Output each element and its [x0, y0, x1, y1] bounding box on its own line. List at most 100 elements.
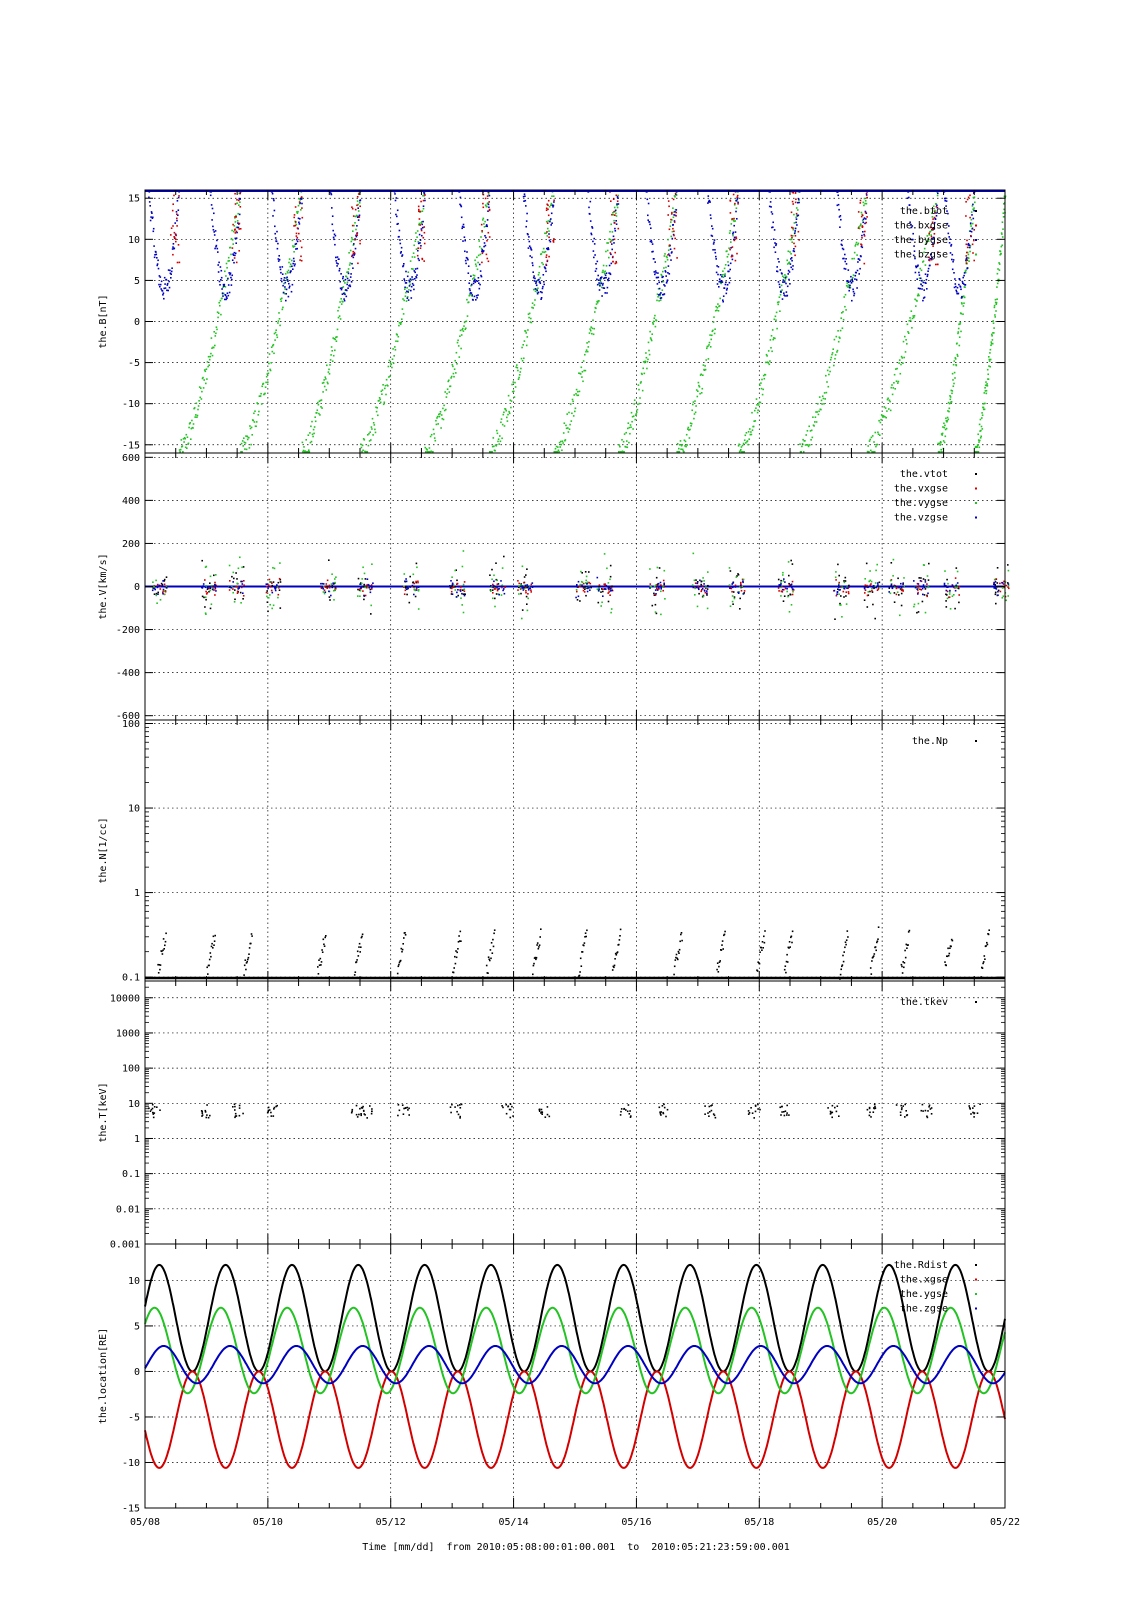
bzgse-point — [321, 382, 324, 384]
vzgse-point — [877, 584, 879, 586]
bzgse-point — [404, 288, 406, 290]
vygse-point — [334, 589, 336, 591]
bzgse-point — [369, 431, 371, 433]
bzgse-point — [304, 451, 307, 453]
bygse-point — [549, 240, 552, 243]
vxgse-point — [366, 586, 368, 589]
bzgse-point — [685, 433, 688, 436]
np-point — [493, 929, 496, 931]
bxgse-point — [731, 218, 733, 220]
np-point — [675, 956, 677, 959]
bzgse-point — [941, 432, 944, 435]
bygse-point — [850, 275, 852, 278]
np-point — [325, 935, 327, 937]
bygse-point — [922, 299, 924, 302]
bygse-point — [945, 200, 948, 202]
tkev-point — [544, 1116, 547, 1118]
bxgse-point — [419, 224, 421, 226]
bygse-point — [837, 194, 839, 197]
bzgse-point — [700, 373, 702, 376]
vygse-point — [163, 593, 165, 596]
np-point — [535, 958, 537, 961]
vxgse-point — [530, 591, 532, 593]
vxgse-point — [271, 582, 273, 585]
bzgse-point — [561, 440, 564, 442]
vzgse-point — [602, 595, 604, 597]
bygse-point — [331, 207, 333, 209]
bzgse-point — [1001, 221, 1004, 223]
tkev-point — [270, 1115, 273, 1117]
bzgse-point — [387, 365, 390, 368]
bzgse-point — [337, 309, 339, 312]
vzgse-point — [531, 586, 534, 588]
bzgse-point — [487, 202, 489, 204]
np-point — [459, 930, 462, 933]
bzgse-point — [706, 347, 708, 350]
np-point — [845, 943, 847, 946]
bzgse-point — [289, 265, 291, 268]
bzgse-point — [993, 332, 995, 334]
bzgse-point — [616, 206, 619, 209]
np-point — [247, 956, 250, 959]
bygse-point — [169, 269, 171, 272]
tkev-point — [403, 1107, 405, 1110]
vzgse-point — [274, 586, 276, 589]
bygse-point — [535, 284, 538, 287]
vzgse-point — [576, 586, 578, 588]
bygse-point — [711, 235, 714, 237]
bzgse-point — [908, 320, 911, 322]
vtot-point — [588, 571, 590, 573]
tkev-point — [460, 1103, 463, 1106]
bygse-point — [969, 222, 972, 224]
bzgse-point — [574, 410, 576, 413]
bzgse-point — [286, 271, 289, 273]
vxgse-point — [159, 588, 162, 590]
bxgse-point — [417, 205, 420, 208]
np-point — [877, 938, 879, 940]
vtot-point — [995, 602, 997, 605]
vxgse-point — [214, 588, 217, 590]
bygse-point — [411, 282, 414, 285]
bygse-point — [602, 287, 605, 289]
tkev-point — [757, 1103, 759, 1106]
bzgse-point — [635, 414, 637, 416]
bzgse-point — [700, 392, 703, 394]
bygse-point — [406, 290, 408, 293]
bzgse-point — [893, 373, 896, 376]
vygse-point — [526, 609, 529, 612]
bzgse-point — [390, 363, 393, 366]
bzgse-point — [531, 302, 534, 304]
tkev-point — [629, 1110, 631, 1112]
panel-5: 1050-5-10-15the.location[RE]the.Rdistthe… — [98, 1243, 1006, 1515]
tkev-point — [713, 1114, 716, 1117]
vygse-point — [322, 591, 325, 593]
bzgse-point — [484, 220, 486, 223]
vtot-point — [789, 593, 792, 596]
tkev-point — [364, 1114, 366, 1116]
bzgse-point — [202, 387, 205, 389]
np-point — [716, 968, 718, 971]
bygse-point — [850, 282, 853, 284]
np-point — [578, 974, 581, 977]
vygse-point — [692, 552, 695, 555]
y-tick-label: -5 — [128, 1412, 140, 1423]
bygse-point — [610, 253, 612, 256]
np-point — [162, 938, 165, 940]
bzgse-point — [672, 207, 674, 209]
bygse-point — [847, 281, 850, 283]
vxgse-point — [326, 587, 328, 589]
legend-marker — [975, 224, 977, 227]
np-point — [320, 961, 323, 963]
np-point — [487, 956, 490, 958]
bzgse-point — [804, 444, 807, 446]
bygse-point — [548, 233, 550, 235]
bygse-point — [591, 226, 593, 228]
bzgse-point — [438, 413, 440, 416]
bygse-point — [617, 197, 619, 199]
bxgse-point — [359, 205, 361, 208]
bxgse-point — [667, 254, 669, 256]
bxgse-point — [861, 214, 864, 217]
bzgse-point — [741, 451, 743, 453]
bxgse-point — [178, 195, 180, 197]
bzgse-point — [505, 409, 507, 412]
